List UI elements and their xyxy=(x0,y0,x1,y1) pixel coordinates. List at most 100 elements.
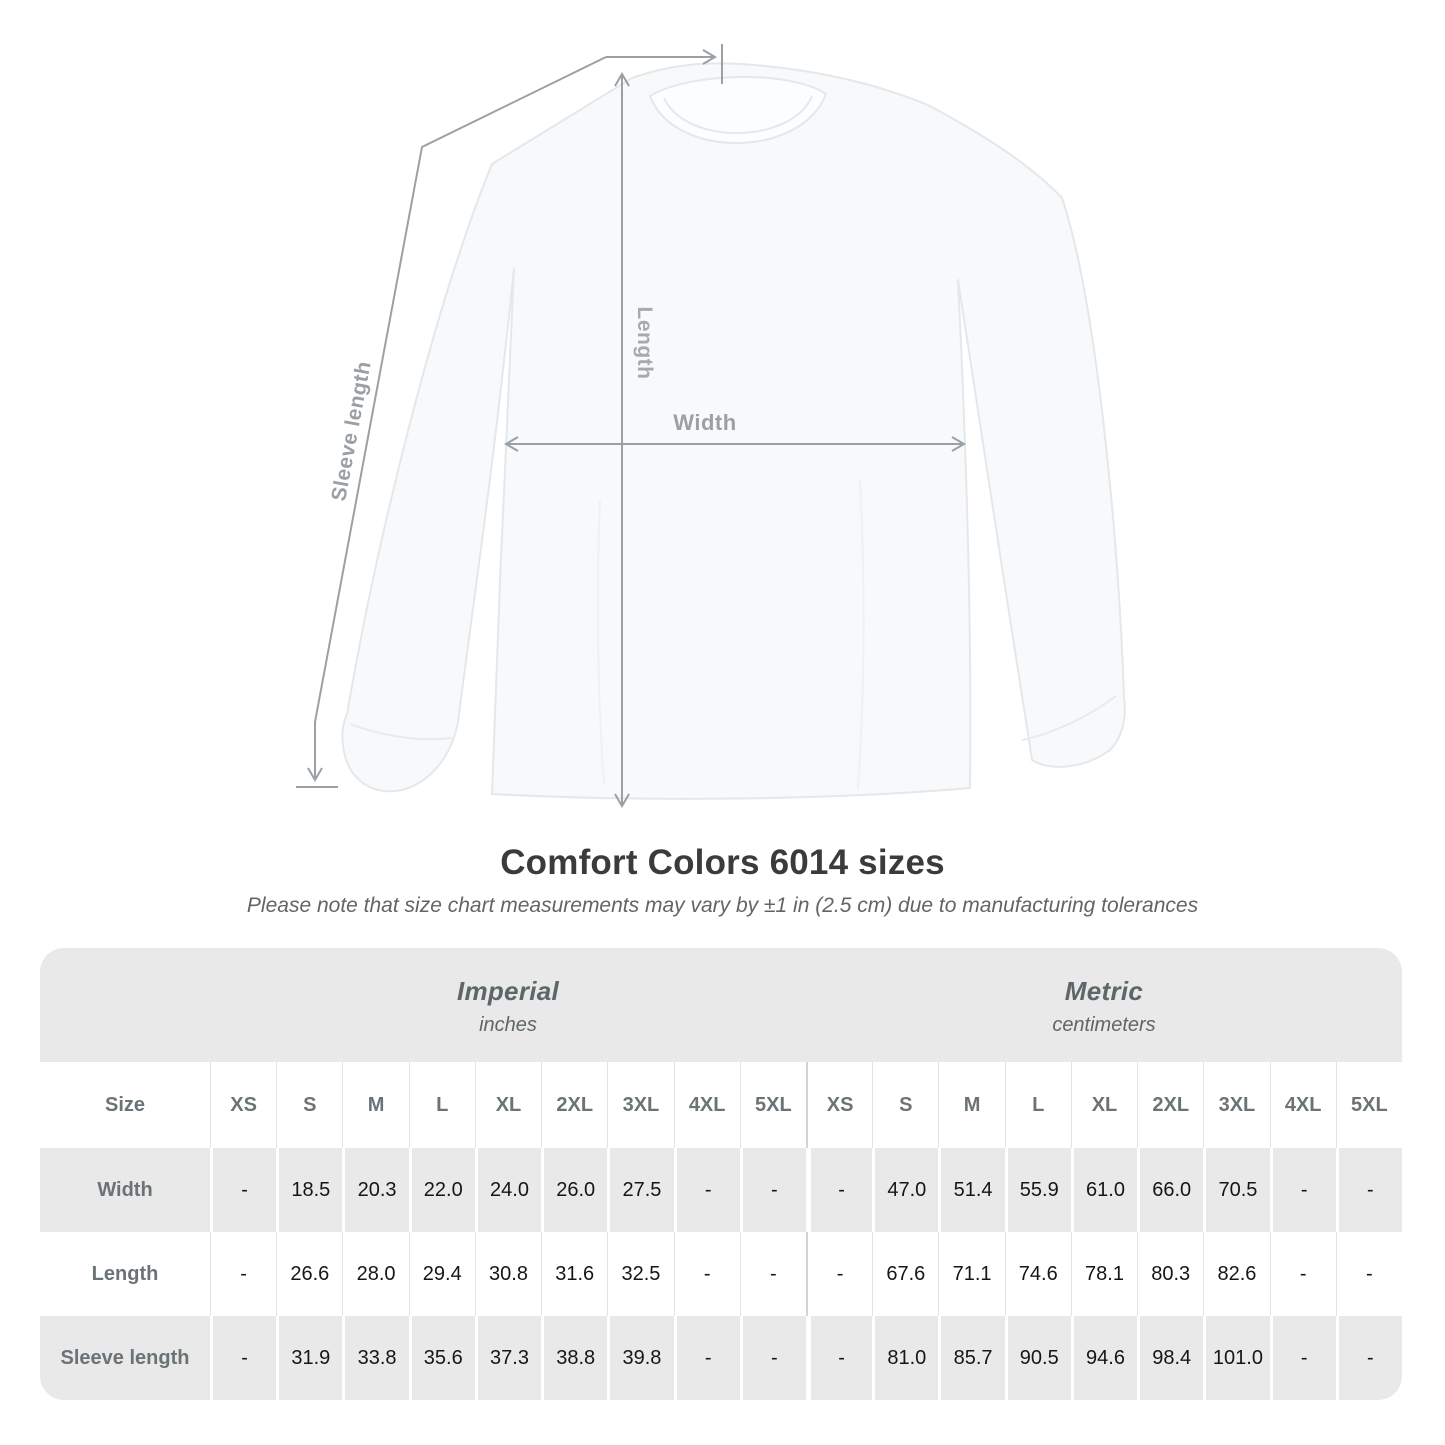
width-arrow xyxy=(504,436,966,452)
col-header-imperial-l: L xyxy=(408,1062,475,1148)
cell-length-metric-4xl: - xyxy=(1269,1232,1336,1316)
shirt-left-cuff-seam xyxy=(349,723,453,741)
size-table-rows: Size XS S M L XL 2XL 3XL 4XL 5XL XS S M L XL 2XL 3XL 4XL 5… xyxy=(40,1062,1402,1400)
cell-length-imperial-l: 29.4 xyxy=(408,1232,475,1316)
shirt-body xyxy=(341,62,1126,800)
cell-length-imperial-m: 28.0 xyxy=(342,1232,409,1316)
table-row-length: Length -26.6 28.0 29.4 30.8 31.6 32.5- - -67.6 71… xyxy=(40,1232,1402,1316)
col-header-metric-xl: XL xyxy=(1070,1062,1138,1148)
cell-length-metric-l: 74.6 xyxy=(1004,1232,1071,1316)
cell-length-imperial-2xl: 31.6 xyxy=(541,1232,608,1316)
width-measure-label: Width xyxy=(673,410,736,435)
col-header-metric-l: L xyxy=(1004,1062,1071,1148)
cell-length-metric-xs: - xyxy=(805,1232,873,1316)
size-table: Imperial inches Metric centimeters Size X… xyxy=(40,948,1402,1400)
page-subtitle: Please note that size chart measurements… xyxy=(246,894,1199,917)
cell-sleeve-length-metric-5xl: - xyxy=(1335,1316,1402,1400)
col-header-metric-4xl: 4XL xyxy=(1269,1062,1336,1148)
cell-width-metric-5xl: - xyxy=(1335,1148,1402,1232)
cell-length-imperial-xs: - xyxy=(210,1232,277,1316)
col-header-imperial-2xl: 2XL xyxy=(541,1062,608,1148)
cell-width-metric-4xl: - xyxy=(1269,1148,1336,1232)
cell-sleeve-length-metric-xs: - xyxy=(805,1316,873,1400)
cell-width-metric-s: 47.0 xyxy=(872,1148,939,1232)
cell-sleeve-length-metric-2xl: 98.4 xyxy=(1137,1316,1204,1400)
cell-length-imperial-4xl: - xyxy=(673,1232,740,1316)
cell-width-imperial-5xl: - xyxy=(739,1148,806,1232)
cell-sleeve-length-imperial-5xl: - xyxy=(739,1316,806,1400)
cell-width-imperial-3xl: 27.5 xyxy=(607,1148,674,1232)
cell-width-imperial-2xl: 26.0 xyxy=(541,1148,608,1232)
table-row-width: Width -18.5 20.3 22.0 24.0 26.0 27.5- - -47.0 51.… xyxy=(40,1148,1402,1232)
col-header-metric-xs: XS xyxy=(805,1062,873,1148)
cell-width-imperial-l: 22.0 xyxy=(408,1148,475,1232)
neck-to-center-reference-line xyxy=(606,44,723,84)
col-header-metric-2xl: 2XL xyxy=(1137,1062,1204,1148)
col-header-imperial-3xl: 3XL xyxy=(607,1062,674,1148)
cell-length-metric-5xl: - xyxy=(1335,1232,1402,1316)
shirt-measurement-diagram: Width Length Sleeve length xyxy=(296,44,1126,808)
cell-sleeve-length-imperial-l: 35.6 xyxy=(408,1316,475,1400)
shirt-illustration xyxy=(341,62,1126,800)
table-row-sleeve-length: Sleeve length -31.9 33.8 35.6 37.3 38.8 39.8- -… xyxy=(40,1316,1402,1400)
col-header-size: Size xyxy=(40,1062,210,1148)
col-header-imperial-4xl: 4XL xyxy=(673,1062,740,1148)
table-header-row: Size XS S M L XL 2XL 3XL 4XL 5XL XS S M L XL 2XL 3XL 4XL 5… xyxy=(40,1062,1402,1148)
cell-length-imperial-3xl: 32.5 xyxy=(607,1232,674,1316)
cell-sleeve-length-imperial-s: 31.9 xyxy=(276,1316,343,1400)
row-label-width: Width xyxy=(40,1148,210,1232)
col-header-imperial-xs: XS xyxy=(210,1062,277,1148)
cell-width-metric-l: 55.9 xyxy=(1004,1148,1071,1232)
metric-unit: centimeters xyxy=(1052,1013,1156,1036)
sleeve-length-arrow xyxy=(296,56,607,788)
cell-width-imperial-s: 18.5 xyxy=(276,1148,343,1232)
col-header-imperial-s: S xyxy=(276,1062,343,1148)
cell-sleeve-length-metric-4xl: - xyxy=(1269,1316,1336,1400)
col-header-imperial-xl: XL xyxy=(474,1062,542,1148)
imperial-section-header: Imperial inches xyxy=(210,948,806,1062)
cell-length-metric-m: 71.1 xyxy=(938,1232,1005,1316)
cell-width-metric-3xl: 70.5 xyxy=(1203,1148,1270,1232)
cell-sleeve-length-metric-l: 90.5 xyxy=(1004,1316,1071,1400)
cell-sleeve-length-imperial-xs: - xyxy=(210,1316,277,1400)
cell-sleeve-length-metric-xl: 94.6 xyxy=(1070,1316,1138,1400)
cell-sleeve-length-metric-s: 81.0 xyxy=(872,1316,939,1400)
shirt-fold-left xyxy=(596,499,605,785)
row-label-sleeve-length: Sleeve length xyxy=(40,1316,210,1400)
col-header-metric-5xl: 5XL xyxy=(1335,1062,1402,1148)
shirt-collar-inner-seam xyxy=(663,95,813,134)
cell-sleeve-length-imperial-3xl: 39.8 xyxy=(607,1316,674,1400)
cell-width-imperial-m: 20.3 xyxy=(342,1148,409,1232)
cell-length-imperial-xl: 30.8 xyxy=(474,1232,542,1316)
row-label-length: Length xyxy=(40,1232,210,1316)
cell-sleeve-length-imperial-4xl: - xyxy=(673,1316,740,1400)
unit-header-band: Imperial inches Metric centimeters xyxy=(40,948,1402,1062)
cell-width-metric-2xl: 66.0 xyxy=(1137,1148,1204,1232)
cell-width-metric-xs: - xyxy=(805,1148,873,1232)
cell-length-metric-xl: 78.1 xyxy=(1070,1232,1138,1316)
imperial-label: Imperial xyxy=(456,975,560,1006)
metric-section-header: Metric centimeters xyxy=(806,948,1402,1062)
col-header-imperial-m: M xyxy=(342,1062,409,1148)
imperial-unit: inches xyxy=(479,1013,537,1036)
measurement-arrows xyxy=(296,44,966,808)
col-header-imperial-5xl: 5XL xyxy=(739,1062,806,1148)
shirt-fold-right xyxy=(857,479,865,791)
cell-width-imperial-xl: 24.0 xyxy=(474,1148,542,1232)
length-measure-label: Length xyxy=(633,307,656,380)
cell-length-imperial-s: 26.6 xyxy=(276,1232,343,1316)
cell-sleeve-length-imperial-m: 33.8 xyxy=(342,1316,409,1400)
cell-length-imperial-5xl: - xyxy=(739,1232,806,1316)
col-header-metric-s: S xyxy=(872,1062,939,1148)
cell-width-metric-xl: 61.0 xyxy=(1070,1148,1138,1232)
col-header-metric-3xl: 3XL xyxy=(1203,1062,1270,1148)
length-arrow xyxy=(614,72,630,808)
cell-width-imperial-4xl: - xyxy=(673,1148,740,1232)
col-header-metric-m: M xyxy=(938,1062,1005,1148)
metric-label: Metric xyxy=(1064,975,1144,1006)
cell-sleeve-length-metric-m: 85.7 xyxy=(938,1316,1005,1400)
cell-sleeve-length-metric-3xl: 101.0 xyxy=(1203,1316,1270,1400)
shirt-collar xyxy=(648,76,828,144)
cell-length-metric-s: 67.6 xyxy=(872,1232,939,1316)
